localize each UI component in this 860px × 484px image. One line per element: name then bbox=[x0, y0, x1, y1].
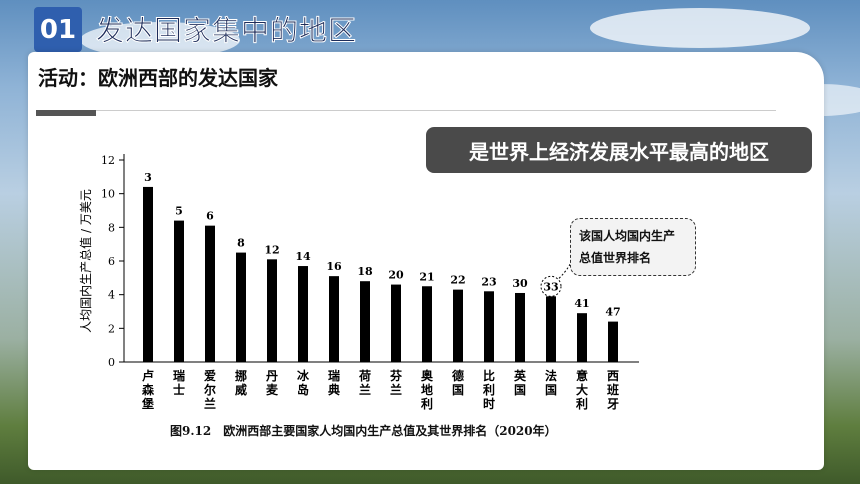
rank-label: 16 bbox=[326, 260, 342, 273]
category-label: 丹 bbox=[266, 369, 278, 383]
rank-label: 33 bbox=[543, 280, 558, 293]
activity-underline bbox=[36, 110, 96, 116]
bar bbox=[329, 276, 339, 362]
bar bbox=[546, 296, 556, 362]
category-label: 挪 bbox=[235, 368, 247, 383]
category-label: 时 bbox=[483, 396, 495, 411]
category-label: 大 bbox=[576, 382, 588, 397]
bar bbox=[422, 286, 432, 362]
category-label: 瑞 bbox=[328, 368, 340, 383]
activity-divider bbox=[36, 110, 776, 111]
category-label: 利 bbox=[421, 396, 433, 411]
category-label: 牙 bbox=[607, 397, 619, 411]
bar bbox=[360, 281, 370, 362]
rank-label: 6 bbox=[206, 210, 214, 223]
category-label: 岛 bbox=[297, 382, 309, 397]
bar bbox=[143, 186, 153, 362]
bar bbox=[608, 321, 618, 362]
rank-label: 14 bbox=[295, 250, 311, 263]
category-label: 荷 bbox=[358, 368, 371, 383]
bar bbox=[205, 225, 215, 362]
page-title: 发达国家集中的地区 bbox=[95, 14, 358, 48]
category-label: 利 bbox=[576, 396, 588, 411]
category-label: 瑞 bbox=[173, 368, 185, 383]
category-label: 兰 bbox=[359, 382, 371, 397]
category-label: 班 bbox=[607, 382, 619, 397]
category-label: 威 bbox=[235, 382, 247, 397]
bar bbox=[484, 291, 494, 362]
category-label: 法 bbox=[545, 368, 557, 383]
rank-callout: 该国人均国内生产 总值世界排名 bbox=[570, 218, 696, 276]
category-label: 尔 bbox=[204, 382, 216, 397]
bar bbox=[267, 259, 277, 362]
bar bbox=[174, 220, 184, 362]
category-label: 堡 bbox=[142, 396, 154, 411]
category-label: 地 bbox=[421, 382, 433, 397]
activity-title: 活动：欧洲西部的发达国家 bbox=[38, 66, 278, 90]
category-label: 英 bbox=[514, 368, 527, 383]
rank-label: 8 bbox=[237, 237, 245, 250]
rank-label: 41 bbox=[574, 297, 589, 310]
y-tick-label: 12 bbox=[101, 154, 115, 167]
rank-label: 21 bbox=[419, 270, 434, 283]
rank-label: 3 bbox=[144, 171, 152, 184]
rank-label: 23 bbox=[481, 275, 496, 288]
y-tick-label: 4 bbox=[108, 289, 115, 302]
rank-label: 18 bbox=[357, 265, 373, 278]
category-label: 爱 bbox=[204, 368, 216, 383]
y-tick-label: 10 bbox=[101, 188, 115, 201]
y-axis-label: 人均国内生产总值 / 万美元 bbox=[78, 189, 93, 333]
bar bbox=[453, 289, 463, 362]
y-tick-label: 0 bbox=[108, 356, 115, 369]
category-label: 国 bbox=[452, 383, 464, 397]
category-label: 典 bbox=[328, 382, 340, 397]
category-label: 比 bbox=[483, 368, 495, 383]
y-tick-label: 2 bbox=[108, 322, 115, 335]
callout-line-2: 总值世界排名 bbox=[579, 251, 652, 265]
category-label: 芬 bbox=[389, 368, 403, 383]
y-tick-label: 8 bbox=[108, 221, 115, 234]
rank-label: 12 bbox=[264, 243, 279, 256]
category-label: 冰 bbox=[297, 368, 310, 383]
category-label: 利 bbox=[483, 382, 495, 397]
y-tick-label: 6 bbox=[108, 255, 115, 268]
category-label: 西 bbox=[607, 369, 619, 383]
bar bbox=[515, 292, 525, 362]
category-label: 兰 bbox=[390, 382, 402, 397]
rank-label: 20 bbox=[388, 269, 404, 282]
summary-banner: 是世界上经济发展水平最高的地区 bbox=[426, 127, 812, 173]
category-label: 国 bbox=[545, 383, 557, 397]
rank-highlight-circle bbox=[540, 275, 562, 297]
rank-label: 30 bbox=[512, 277, 528, 290]
category-label: 国 bbox=[514, 383, 526, 397]
bar bbox=[577, 313, 587, 362]
category-label: 兰 bbox=[204, 396, 216, 411]
category-label: 森 bbox=[142, 382, 155, 397]
rank-label: 47 bbox=[605, 306, 620, 319]
callout-line-1: 该国人均国内生产 bbox=[579, 229, 676, 243]
category-label: 士 bbox=[173, 382, 185, 397]
section-number-badge: 01 bbox=[34, 7, 82, 52]
bar bbox=[391, 284, 401, 362]
category-label: 卢 bbox=[142, 368, 154, 383]
figure-caption: 图9.12 欧洲西部主要国家人均国内生产总值及其世界排名（2020年） bbox=[170, 424, 557, 438]
category-label: 意 bbox=[576, 368, 588, 383]
bar bbox=[236, 252, 246, 362]
rank-label: 5 bbox=[175, 205, 183, 218]
rank-label: 22 bbox=[450, 274, 465, 287]
category-label: 奥 bbox=[421, 368, 434, 383]
category-label: 麦 bbox=[266, 382, 279, 397]
category-label: 德 bbox=[452, 368, 464, 383]
bar bbox=[298, 266, 308, 362]
